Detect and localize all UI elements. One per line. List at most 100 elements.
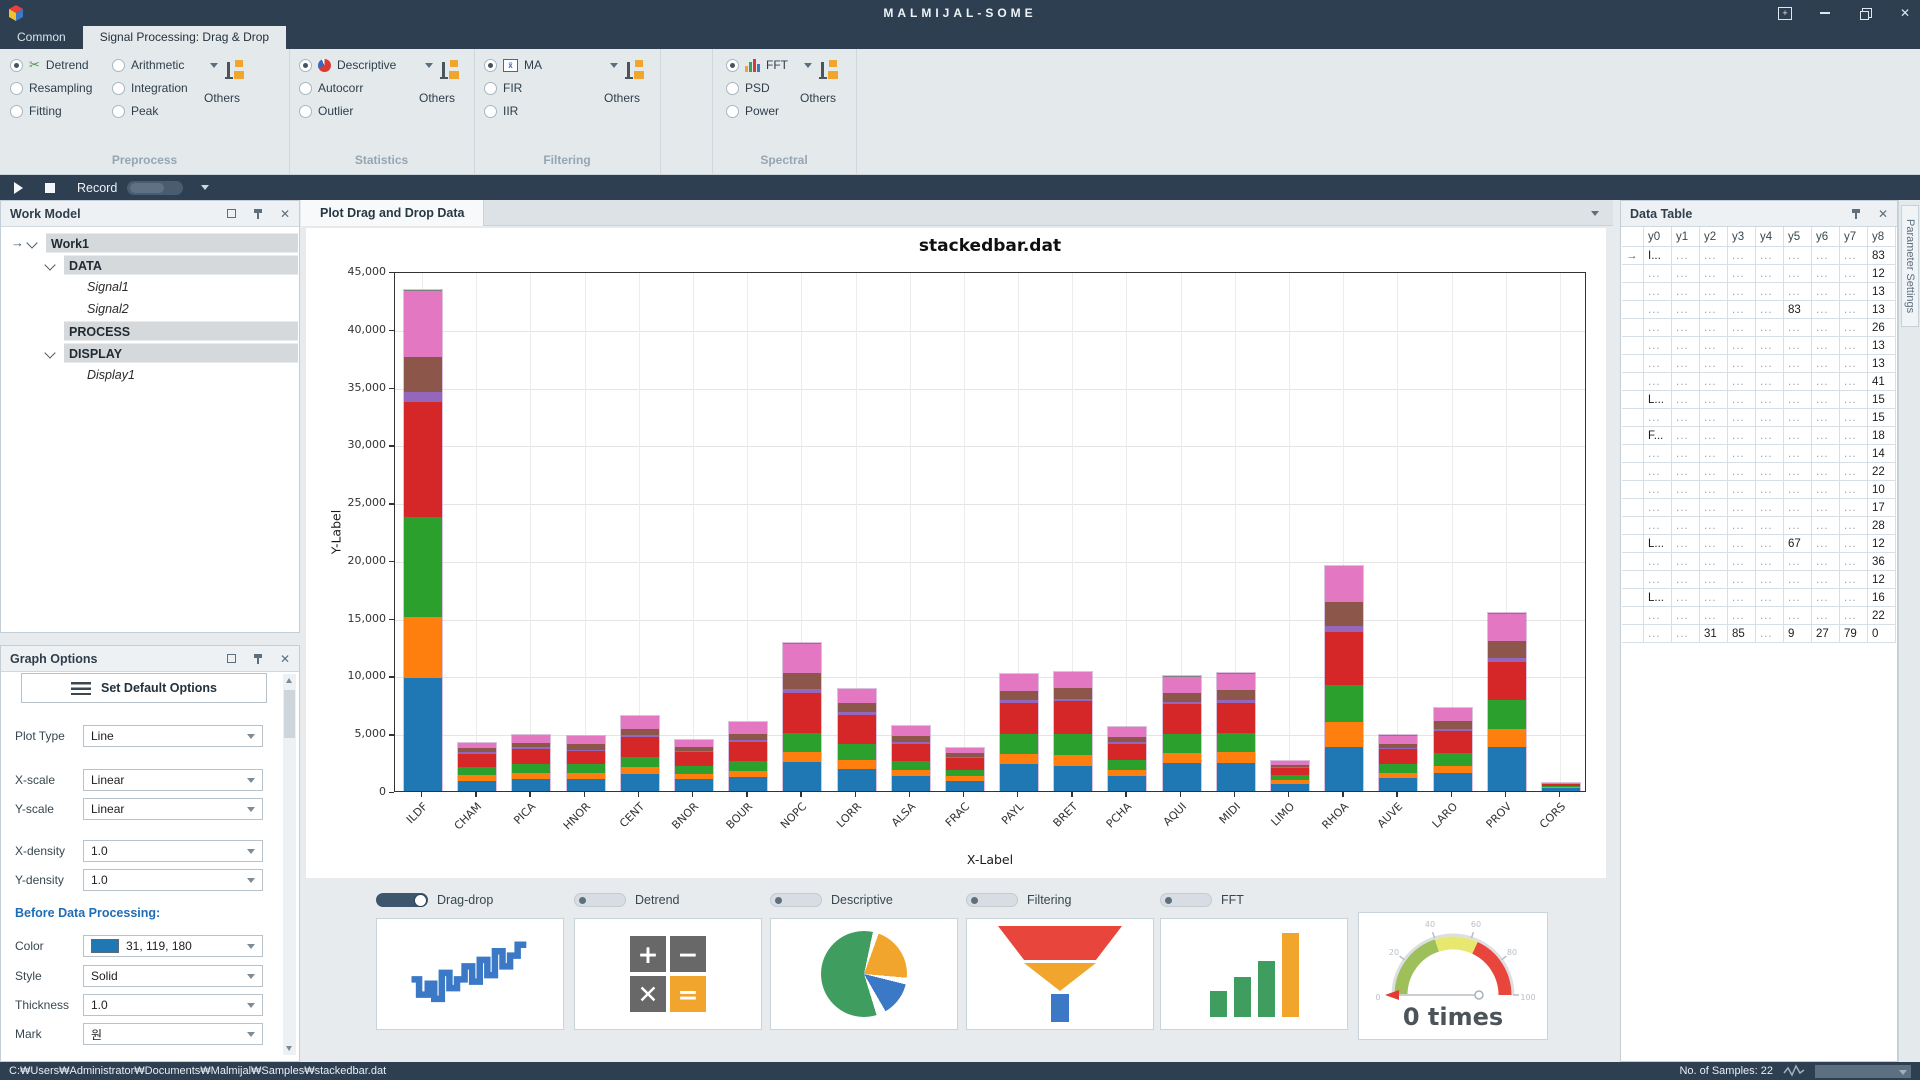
column-header-y0[interactable]: y0 (1644, 227, 1672, 247)
fft-label[interactable]: FFT (766, 58, 788, 72)
radio-psd[interactable] (726, 81, 739, 95)
table-row[interactable]: ........................ 41 (1622, 373, 1897, 391)
column-header-y5[interactable]: y5 (1784, 227, 1812, 247)
table-row[interactable]: ........................ 22 (1622, 463, 1897, 481)
table-row[interactable]: F........................ 18 (1622, 427, 1897, 445)
column-header-y6[interactable]: y6 (1812, 227, 1840, 247)
restore-button[interactable] (1858, 6, 1872, 20)
table-row[interactable]: ........................ 28 (1622, 517, 1897, 535)
column-header-y3[interactable]: y3 (1728, 227, 1756, 247)
table-row[interactable]: L........................ 16 (1622, 589, 1897, 607)
mark-select[interactable]: 원 (83, 1023, 263, 1045)
radio-detrend[interactable] (10, 58, 23, 72)
radio-fft[interactable] (726, 58, 739, 72)
card-descriptive[interactable] (770, 918, 958, 1030)
others-dropdown-caret[interactable] (210, 63, 218, 68)
play-icon[interactable] (14, 181, 23, 194)
radio-descriptive[interactable] (299, 58, 312, 72)
radio-arithmetic[interactable] (112, 58, 125, 72)
card-fft[interactable] (1160, 918, 1348, 1030)
radio-power[interactable] (726, 104, 739, 118)
toggle-descriptive[interactable] (770, 893, 822, 907)
others-dropdown-caret[interactable] (804, 63, 812, 68)
radio-resampling[interactable] (10, 81, 23, 95)
spectral-others-label[interactable]: Others (800, 91, 837, 105)
tree-item-data[interactable]: DATA (2, 254, 298, 276)
pin-icon[interactable] (253, 208, 263, 220)
outlier-label[interactable]: Outlier (318, 104, 354, 118)
others-dropdown-caret[interactable] (610, 63, 618, 68)
table-row[interactable]: ........................ 26 (1622, 319, 1897, 337)
table-row[interactable]: L........................ 15 (1622, 391, 1897, 409)
card-drag-drop[interactable] (376, 918, 564, 1030)
plot-type-select[interactable]: Line (83, 725, 263, 747)
stop-icon[interactable] (45, 182, 55, 193)
flow-blocks-icon[interactable] (624, 59, 646, 83)
tab-menu-caret[interactable] (1591, 211, 1599, 216)
record-dropdown-caret[interactable] (201, 185, 210, 190)
close-icon[interactable]: ✕ (1877, 206, 1888, 221)
autocorr-label[interactable]: Autocorr (318, 81, 364, 95)
peak-label[interactable]: Peak (131, 104, 159, 118)
card-filtering[interactable] (966, 918, 1154, 1030)
radio-ma[interactable] (484, 58, 497, 72)
table-row[interactable]: → I........................ 83 (1622, 247, 1897, 265)
float-panel-icon[interactable] (226, 654, 236, 663)
ma-label[interactable]: MA (524, 58, 542, 72)
toggle-filtering[interactable] (966, 893, 1018, 907)
flow-blocks-icon[interactable] (439, 59, 461, 83)
card-gauge[interactable]: 0 20 40 60 80 100 0 times (1358, 912, 1548, 1040)
power-label[interactable]: Power (745, 104, 780, 118)
dock-panel-icon[interactable]: + (1778, 6, 1792, 20)
scroll-down-icon[interactable] (286, 1046, 292, 1051)
preprocess-others-label[interactable]: Others (204, 91, 241, 105)
table-row[interactable]: ........................ 22 (1622, 607, 1897, 625)
pin-icon[interactable] (1851, 208, 1861, 220)
radio-fitting[interactable] (10, 104, 23, 118)
flow-blocks-icon[interactable] (224, 59, 246, 83)
psd-label[interactable]: PSD (745, 81, 770, 95)
tab-plot-drag-drop[interactable]: Plot Drag and Drop Data (301, 200, 485, 226)
statistics-others-label[interactable]: Others (419, 91, 456, 105)
float-panel-icon[interactable] (226, 209, 236, 218)
arithmetic-label[interactable]: Arithmetic (131, 58, 185, 72)
tab-common[interactable]: Common (17, 30, 66, 44)
y-scale-select[interactable]: Linear (83, 798, 263, 820)
toggle-fft[interactable] (1160, 893, 1212, 907)
tree-item-signal2[interactable]: Signal2 (2, 298, 298, 320)
column-header-y8[interactable]: y8 (1868, 227, 1896, 247)
table-row[interactable]: ........................ 12 (1622, 265, 1897, 283)
x-density-select[interactable]: 1.0 (83, 840, 263, 862)
tree-item-signal1[interactable]: Signal1 (2, 276, 298, 298)
parameter-settings-tab[interactable]: Parameter Settings (1901, 205, 1919, 327)
tree-item-work1[interactable]: → Work1 (2, 232, 298, 254)
detrend-label[interactable]: Detrend (45, 58, 89, 72)
table-row[interactable]: L............... 67...... 12 (1622, 535, 1897, 553)
scrollbar[interactable] (283, 674, 296, 1055)
close-icon[interactable]: ✕ (279, 651, 290, 666)
pin-icon[interactable] (253, 653, 263, 665)
table-row[interactable]: ........................ 36 (1622, 553, 1897, 571)
iir-label[interactable]: IIR (503, 104, 519, 118)
radio-outlier[interactable] (299, 104, 312, 118)
tree-expand-caret-icon[interactable] (26, 237, 38, 249)
radio-iir[interactable] (484, 104, 497, 118)
table-row[interactable]: ........................ 13 (1622, 337, 1897, 355)
status-dropdown[interactable] (1815, 1064, 1911, 1078)
radio-integration[interactable] (112, 81, 125, 95)
thickness-select[interactable]: 1.0 (83, 994, 263, 1016)
radio-autocorr[interactable] (299, 81, 312, 95)
integration-label[interactable]: Integration (131, 81, 188, 95)
color-select[interactable]: 31, 119, 180 (83, 935, 263, 957)
tree-expand-caret-icon[interactable] (44, 259, 56, 271)
y-density-select[interactable]: 1.0 (83, 869, 263, 891)
descriptive-label[interactable]: Descriptive (337, 58, 397, 72)
table-row[interactable]: ........................ 10 (1622, 481, 1897, 499)
tree-item-display[interactable]: DISPLAY (2, 342, 298, 364)
table-row[interactable]: ........................ 12 (1622, 571, 1897, 589)
table-row[interactable]: ........................ 15 (1622, 409, 1897, 427)
table-row[interactable]: ........................ 17 (1622, 499, 1897, 517)
style-select[interactable]: Solid (83, 965, 263, 987)
plot-canvas[interactable] (394, 272, 1586, 792)
flow-blocks-icon[interactable] (818, 59, 840, 83)
